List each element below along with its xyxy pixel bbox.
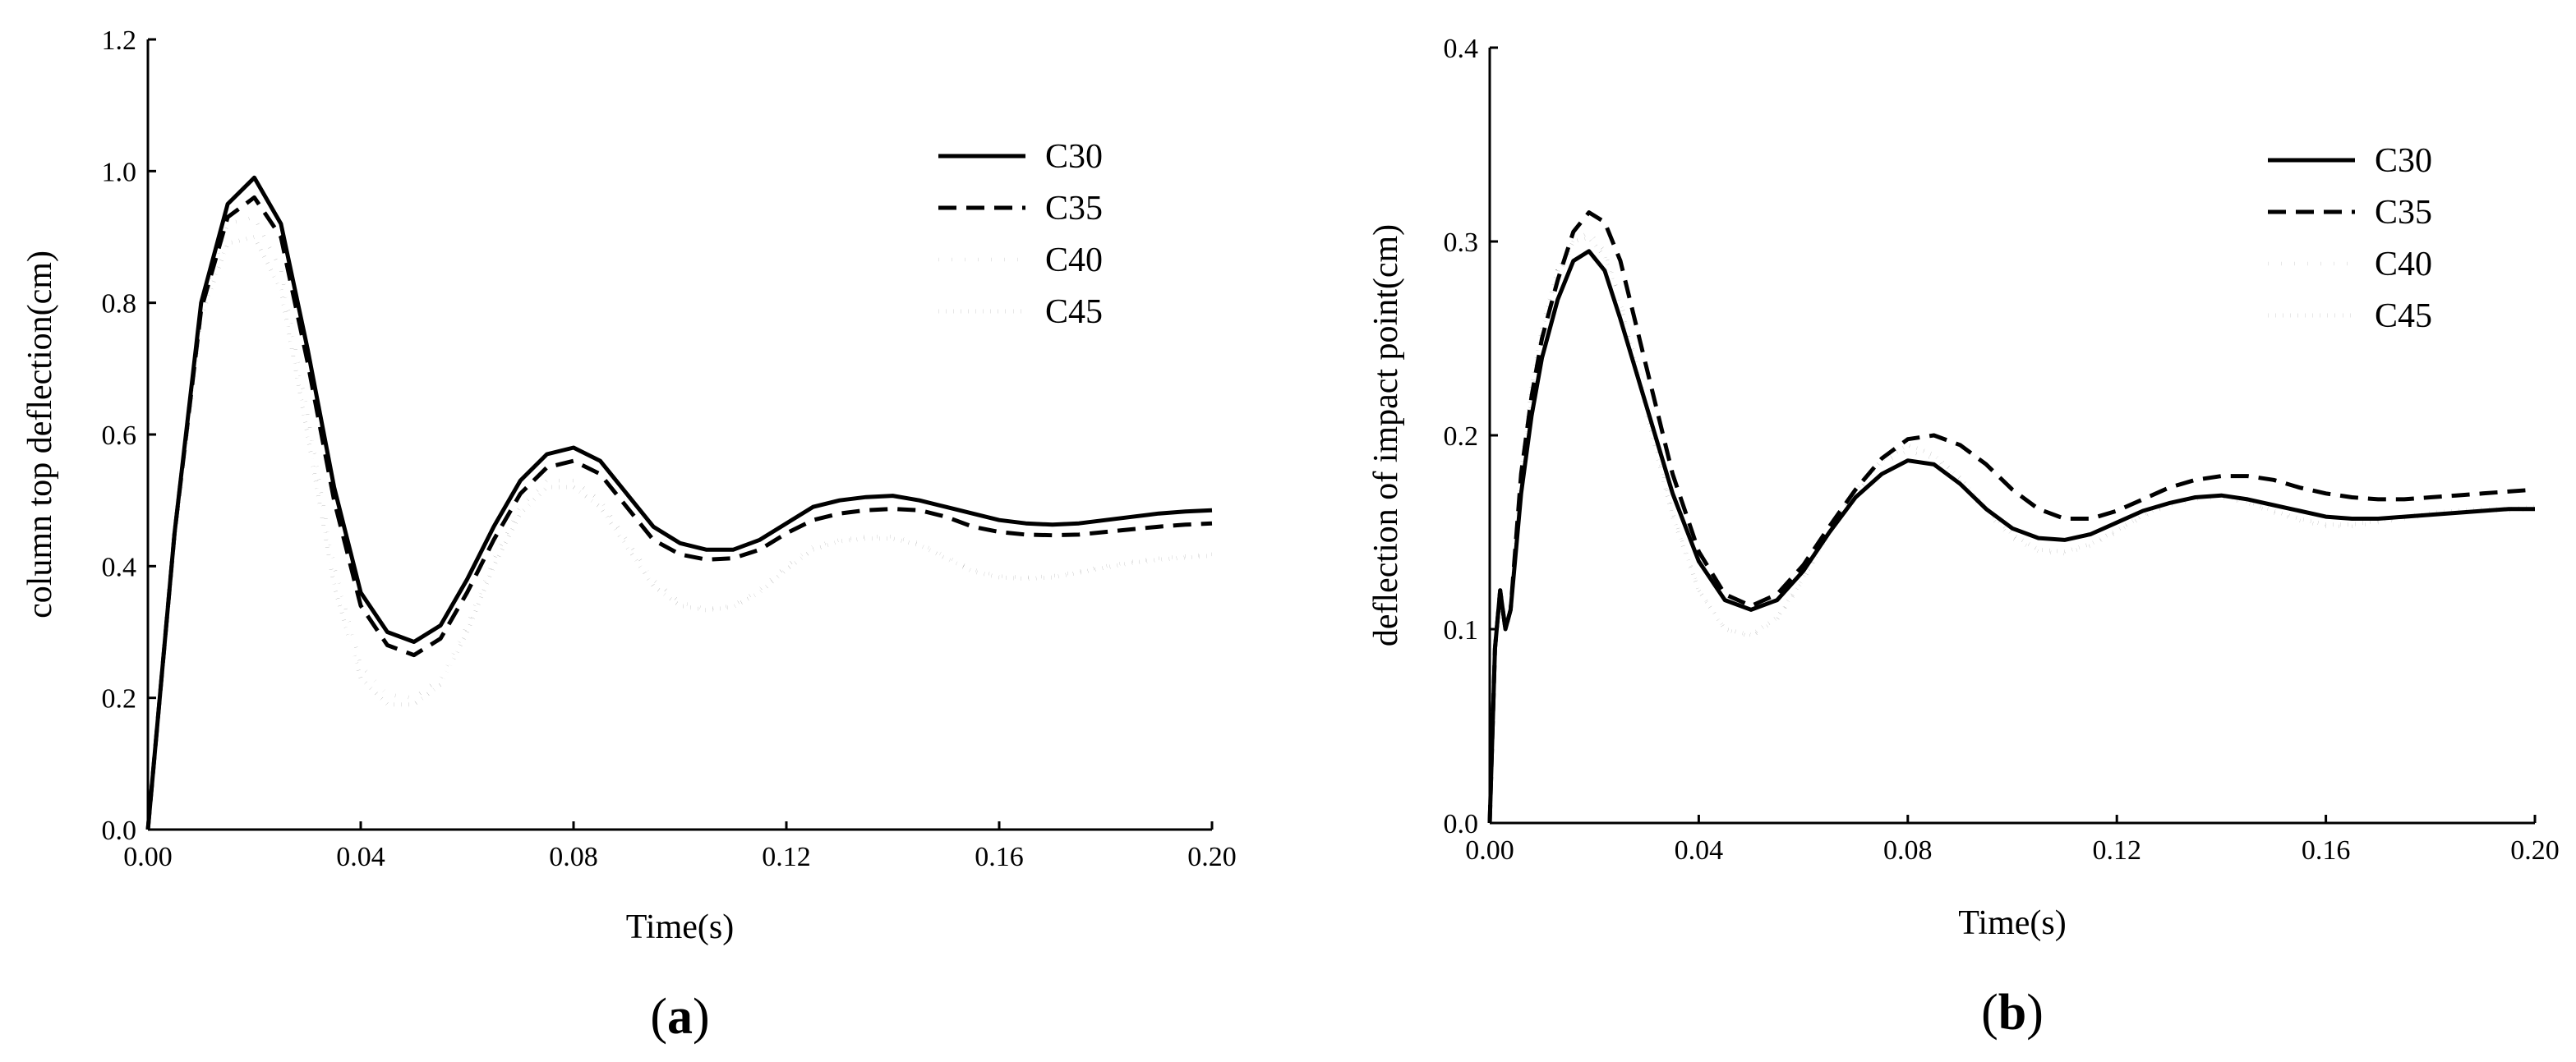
x-tick-label: 0.12 (2092, 835, 2141, 866)
legend-label: C40 (2375, 246, 2432, 283)
x-tick-label: 0.16 (2302, 835, 2351, 866)
series-line-c30 (145, 175, 1213, 830)
y-tick-label: 0.4 (102, 552, 137, 582)
x-tick-label: 0.00 (1465, 835, 1514, 866)
series-line-c30 (1487, 249, 2535, 824)
y-tick-label: 0.3 (1444, 228, 1479, 258)
x-tick-label: 0.04 (1675, 835, 1724, 866)
x-tick-label: 0.20 (1187, 842, 1237, 872)
x-axis-label: Time(s) (626, 908, 734, 946)
legend-label: C35 (2375, 194, 2432, 232)
x-tick-label: 0.20 (2510, 835, 2560, 866)
legend: C30 C35 C40 C45 (938, 138, 1103, 331)
series-line-c35 (1487, 210, 2536, 824)
legend-label: C45 (1045, 293, 1103, 331)
legend-label: C30 (2375, 142, 2432, 180)
panel-label: (a) (650, 989, 709, 1045)
x-tick-label: 0.12 (762, 842, 811, 872)
y-tick-label: 1.0 (102, 157, 137, 187)
chart-panel-a: 0.00 0.04 0.08 0.12 0.16 0.20 0.0 0.2 0.4 0.6 0.8 1… (21, 25, 1237, 1045)
x-tick-label: 0.16 (975, 842, 1024, 872)
y-tick-label: 0.0 (1444, 809, 1479, 839)
y-tick-label: 0.1 (1444, 615, 1479, 646)
panel-label: (b) (1981, 985, 2044, 1041)
legend-label: C35 (1045, 190, 1103, 228)
x-tick-label: 0.08 (1883, 835, 1933, 866)
legend-label: C30 (1045, 138, 1103, 176)
legend-label: C45 (2375, 297, 2432, 335)
y-axis-label: column top deflection(cm) (21, 251, 59, 618)
chart-panel-b: 0.00 0.04 0.08 0.12 0.16 0.20 0.0 0.1 0.2 0.3 0.4 T… (1367, 34, 2560, 1041)
legend-label: C40 (1045, 241, 1103, 279)
y-tick-label: 0.8 (102, 289, 137, 320)
y-tick-label: 0.6 (102, 421, 137, 451)
x-axis-label: Time(s) (1958, 904, 2066, 942)
y-axis-label: deflection of impact point(cm) (1367, 224, 1405, 646)
x-tick-label: 0.08 (549, 842, 598, 872)
legend: C30 C35 C40 C45 (2268, 142, 2432, 335)
y-tick-label: 0.0 (102, 816, 137, 846)
y-tick-label: 0.4 (1444, 34, 1479, 64)
y-tick-label: 1.2 (102, 25, 137, 56)
series-line-c35 (145, 195, 1213, 830)
x-tick-label: 0.00 (123, 842, 173, 872)
x-tick-label: 0.04 (336, 842, 385, 872)
y-tick-label: 0.2 (1444, 421, 1479, 452)
y-tick-label: 0.2 (102, 684, 137, 715)
